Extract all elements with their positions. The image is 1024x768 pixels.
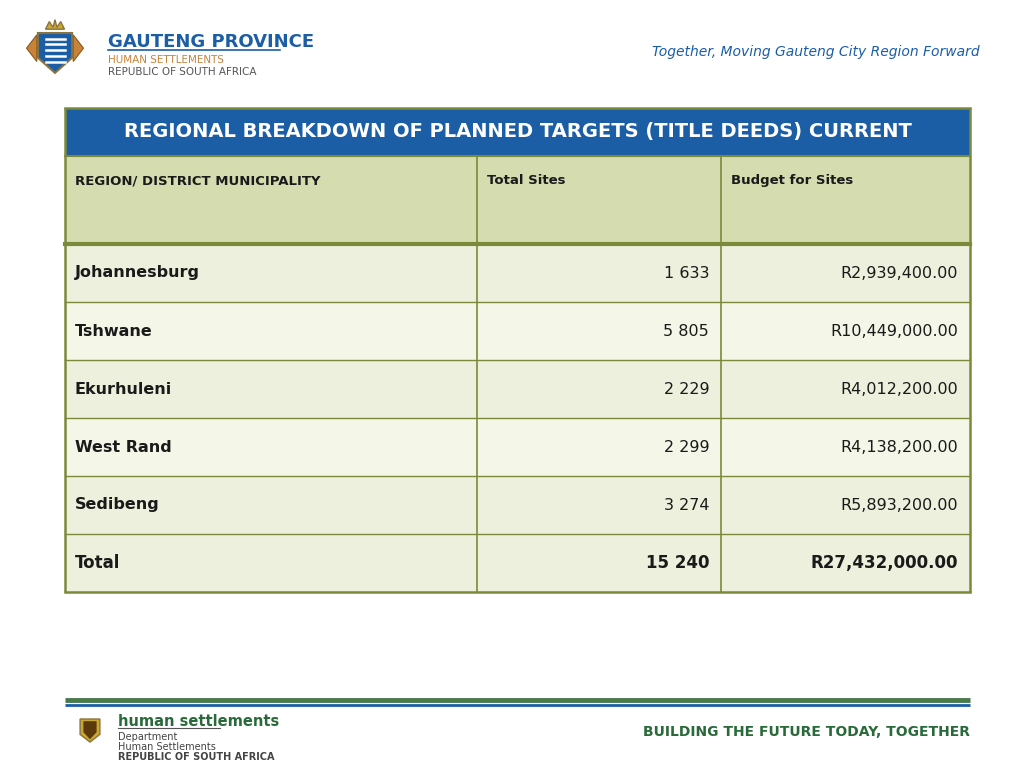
- Text: Budget for Sites: Budget for Sites: [731, 174, 853, 187]
- Text: 1 633: 1 633: [664, 266, 710, 280]
- Text: 5 805: 5 805: [664, 323, 710, 339]
- Text: West Rand: West Rand: [75, 439, 172, 455]
- Polygon shape: [80, 719, 100, 742]
- Text: Tshwane: Tshwane: [75, 323, 153, 339]
- Text: R2,939,400.00: R2,939,400.00: [841, 266, 958, 280]
- Text: Total Sites: Total Sites: [486, 174, 565, 187]
- Text: 15 240: 15 240: [645, 554, 710, 572]
- Text: R5,893,200.00: R5,893,200.00: [841, 498, 958, 512]
- Bar: [65, 108, 970, 156]
- Bar: [65, 534, 970, 592]
- Text: REGIONAL BREAKDOWN OF PLANNED TARGETS (TITLE DEEDS) CURRENT: REGIONAL BREAKDOWN OF PLANNED TARGETS (T…: [124, 123, 911, 141]
- Polygon shape: [27, 35, 37, 61]
- Text: R27,432,000.00: R27,432,000.00: [811, 554, 958, 572]
- Bar: [65, 302, 970, 360]
- Bar: [65, 418, 970, 476]
- Text: REGION/ DISTRICT MUNICIPALITY: REGION/ DISTRICT MUNICIPALITY: [75, 174, 321, 187]
- Text: GAUTENG PROVINCE: GAUTENG PROVINCE: [108, 33, 314, 51]
- Text: R4,138,200.00: R4,138,200.00: [841, 439, 958, 455]
- Bar: [65, 156, 970, 244]
- Text: Ekurhuleni: Ekurhuleni: [75, 382, 172, 396]
- Text: Department: Department: [118, 732, 177, 742]
- Polygon shape: [38, 33, 72, 73]
- Bar: [65, 244, 970, 302]
- Polygon shape: [74, 35, 84, 61]
- Polygon shape: [45, 20, 65, 29]
- Polygon shape: [83, 721, 96, 740]
- Text: REPUBLIC OF SOUTH AFRICA: REPUBLIC OF SOUTH AFRICA: [118, 752, 274, 762]
- Text: human settlements: human settlements: [118, 714, 280, 730]
- Text: Together, Moving Gauteng City Region Forward: Together, Moving Gauteng City Region For…: [652, 45, 980, 59]
- Text: 2 299: 2 299: [664, 439, 710, 455]
- Text: R4,012,200.00: R4,012,200.00: [841, 382, 958, 396]
- Text: 3 274: 3 274: [664, 498, 710, 512]
- Bar: [65, 360, 970, 418]
- Text: BUILDING THE FUTURE TODAY, TOGETHER: BUILDING THE FUTURE TODAY, TOGETHER: [643, 725, 970, 739]
- Bar: [65, 476, 970, 534]
- Text: Sedibeng: Sedibeng: [75, 498, 160, 512]
- Text: REPUBLIC OF SOUTH AFRICA: REPUBLIC OF SOUTH AFRICA: [108, 67, 256, 77]
- Text: R10,449,000.00: R10,449,000.00: [830, 323, 958, 339]
- Text: Human Settlements: Human Settlements: [118, 742, 216, 752]
- Text: Total: Total: [75, 554, 121, 572]
- Text: Johannesburg: Johannesburg: [75, 266, 200, 280]
- Text: HUMAN SETTLEMENTS: HUMAN SETTLEMENTS: [108, 55, 224, 65]
- Text: 2 229: 2 229: [664, 382, 710, 396]
